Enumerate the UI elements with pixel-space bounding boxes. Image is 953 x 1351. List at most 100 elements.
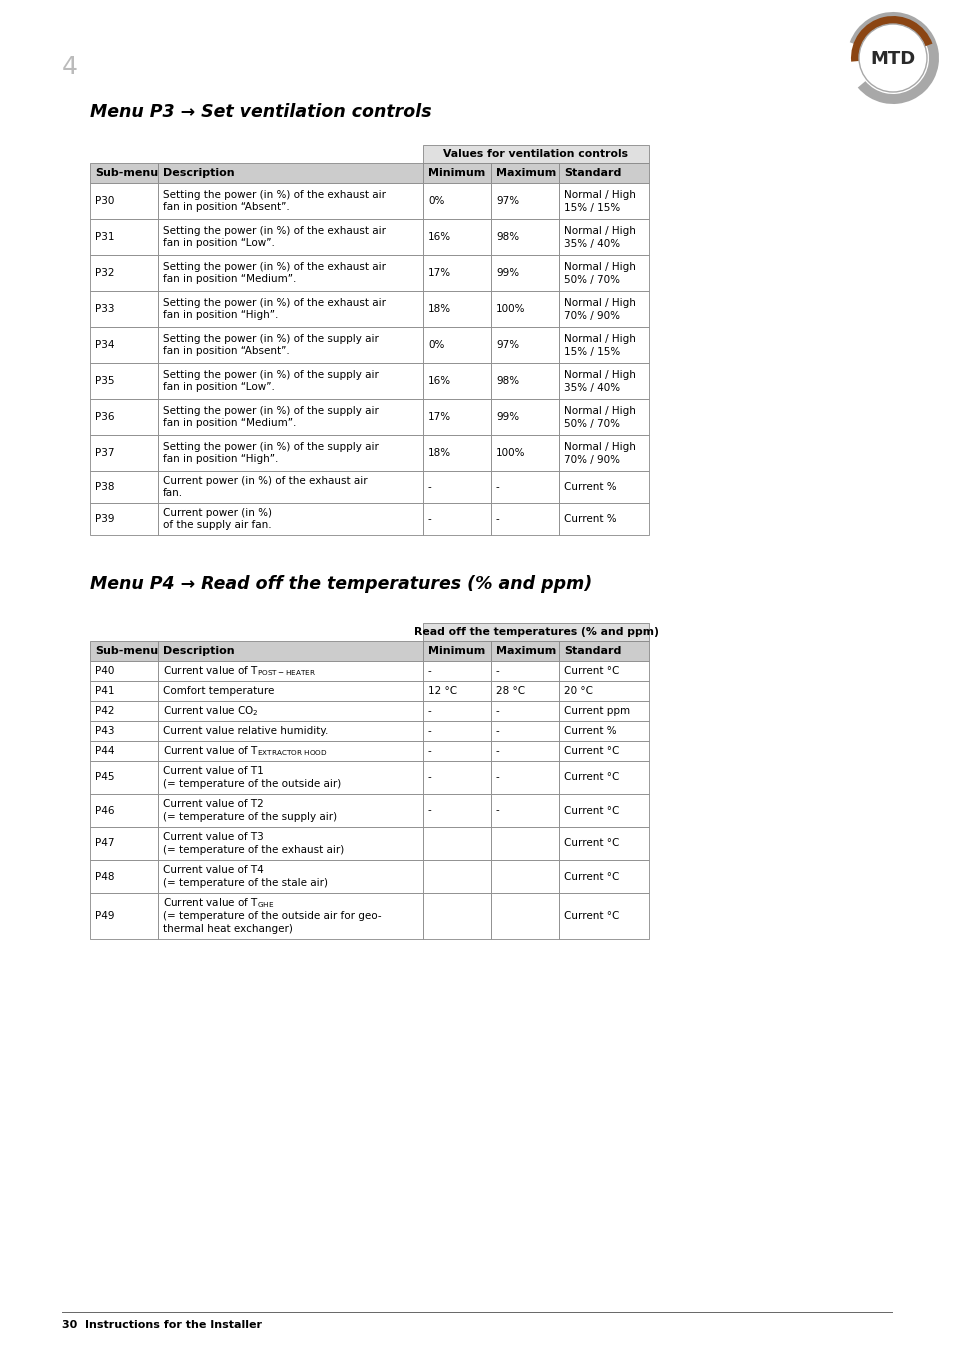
Text: Setting the power (in %) of the exhaust air: Setting the power (in %) of the exhaust …: [163, 262, 386, 272]
Text: 15% / 15%: 15% / 15%: [563, 203, 619, 212]
Bar: [158, 327, 422, 363]
Bar: [422, 861, 491, 893]
Wedge shape: [850, 16, 931, 62]
Text: 98%: 98%: [496, 232, 518, 242]
Text: -: -: [496, 805, 499, 816]
Bar: [158, 163, 422, 182]
Bar: [90, 435, 158, 471]
Text: Current value of T4: Current value of T4: [163, 865, 263, 875]
Text: Description: Description: [163, 168, 234, 178]
Bar: [422, 640, 491, 661]
Text: fan in position “Low”.: fan in position “Low”.: [163, 239, 274, 249]
Bar: [422, 255, 491, 290]
Text: Current value of T$_{\mathregular{POST-HEATER}}$: Current value of T$_{\mathregular{POST-H…: [163, 665, 315, 678]
Bar: [158, 255, 422, 290]
Text: P31: P31: [95, 232, 114, 242]
Text: 12 °C: 12 °C: [428, 686, 456, 696]
Text: 17%: 17%: [428, 412, 451, 422]
Text: -: -: [496, 666, 499, 676]
Bar: [422, 503, 491, 535]
Bar: [158, 219, 422, 255]
Bar: [158, 182, 422, 219]
Bar: [90, 255, 158, 290]
Bar: [158, 640, 422, 661]
Bar: [422, 893, 491, 939]
Text: -: -: [428, 482, 432, 492]
Bar: [158, 435, 422, 471]
Text: 97%: 97%: [496, 340, 518, 350]
Bar: [90, 794, 158, 827]
Bar: [90, 471, 158, 503]
Bar: [158, 471, 422, 503]
Bar: [558, 861, 648, 893]
Bar: [158, 681, 422, 701]
Text: 100%: 100%: [496, 449, 525, 458]
Text: 15% / 15%: 15% / 15%: [563, 346, 619, 357]
Text: thermal heat exchanger): thermal heat exchanger): [163, 924, 293, 934]
Text: P39: P39: [95, 513, 114, 524]
Bar: [491, 471, 558, 503]
Text: Description: Description: [163, 646, 234, 657]
Bar: [90, 701, 158, 721]
Bar: [422, 219, 491, 255]
Text: (= temperature of the supply air): (= temperature of the supply air): [163, 812, 336, 821]
Text: Normal / High: Normal / High: [563, 226, 636, 235]
Bar: [491, 503, 558, 535]
Bar: [491, 701, 558, 721]
Text: Maximum: Maximum: [496, 646, 556, 657]
Bar: [491, 893, 558, 939]
Bar: [158, 363, 422, 399]
Text: Current value relative humidity.: Current value relative humidity.: [163, 725, 328, 736]
Text: -: -: [428, 805, 432, 816]
Text: Current °C: Current °C: [563, 746, 618, 757]
Bar: [491, 794, 558, 827]
Bar: [422, 623, 648, 640]
Bar: [422, 827, 491, 861]
Text: -: -: [428, 773, 432, 782]
Text: MTD: MTD: [869, 50, 915, 68]
Text: Current °C: Current °C: [563, 911, 618, 921]
Text: Current °C: Current °C: [563, 871, 618, 881]
Bar: [422, 182, 491, 219]
Text: Normal / High: Normal / High: [563, 405, 636, 416]
Bar: [90, 163, 158, 182]
Text: Current value of T2: Current value of T2: [163, 798, 263, 809]
Text: P38: P38: [95, 482, 114, 492]
Text: Sub-menu: Sub-menu: [95, 646, 158, 657]
Text: Current °C: Current °C: [563, 805, 618, 816]
Bar: [158, 721, 422, 740]
Text: fan in position “Medium”.: fan in position “Medium”.: [163, 419, 296, 428]
Text: Current value of T$_{\mathregular{GHE}}$: Current value of T$_{\mathregular{GHE}}$: [163, 896, 274, 911]
Bar: [491, 290, 558, 327]
Bar: [422, 363, 491, 399]
Bar: [491, 399, 558, 435]
Text: 50% / 70%: 50% / 70%: [563, 419, 619, 428]
Bar: [90, 861, 158, 893]
Bar: [491, 681, 558, 701]
Text: 16%: 16%: [428, 376, 451, 386]
Text: Current °C: Current °C: [563, 773, 618, 782]
Text: Current %: Current %: [563, 725, 616, 736]
Text: -: -: [496, 773, 499, 782]
Bar: [90, 290, 158, 327]
Text: 0%: 0%: [428, 196, 444, 205]
Bar: [90, 399, 158, 435]
Bar: [90, 761, 158, 794]
Text: Current ppm: Current ppm: [563, 707, 630, 716]
Text: fan in position “Low”.: fan in position “Low”.: [163, 382, 274, 393]
Text: P44: P44: [95, 746, 114, 757]
Bar: [491, 640, 558, 661]
Text: Setting the power (in %) of the supply air: Setting the power (in %) of the supply a…: [163, 405, 378, 416]
Bar: [491, 861, 558, 893]
Text: Setting the power (in %) of the exhaust air: Setting the power (in %) of the exhaust …: [163, 226, 386, 235]
Bar: [558, 503, 648, 535]
Text: 99%: 99%: [496, 267, 518, 278]
Text: P35: P35: [95, 376, 114, 386]
Text: Setting the power (in %) of the exhaust air: Setting the power (in %) of the exhaust …: [163, 189, 386, 200]
Text: 100%: 100%: [496, 304, 525, 313]
Bar: [158, 701, 422, 721]
Bar: [158, 399, 422, 435]
Text: -: -: [428, 707, 432, 716]
Bar: [422, 399, 491, 435]
Text: 30  Instructions for the Installer: 30 Instructions for the Installer: [62, 1320, 262, 1329]
